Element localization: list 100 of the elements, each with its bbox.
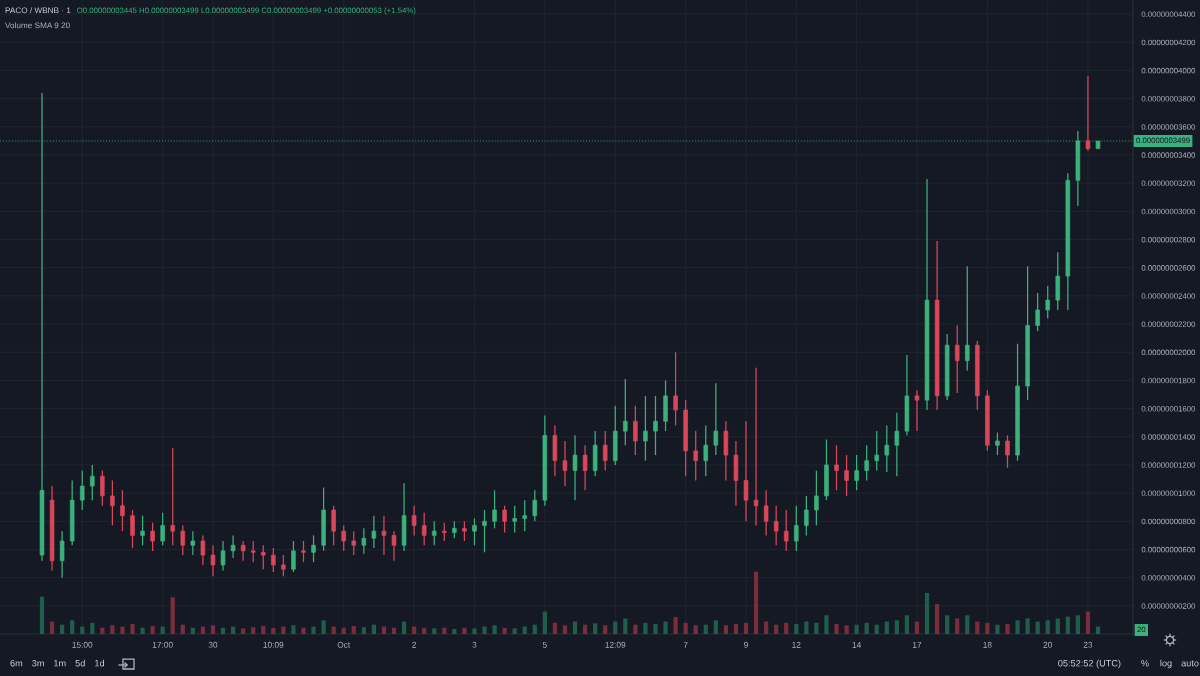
x-tick-label: 14	[852, 641, 862, 648]
bar	[492, 625, 497, 634]
bar	[1005, 624, 1010, 634]
bar	[733, 624, 739, 634]
candlestick	[220, 540, 226, 572]
text: 05:52:52 (UTC)	[1058, 659, 1121, 669]
candlestick	[431, 520, 437, 546]
bar	[633, 624, 638, 634]
candlestick	[250, 540, 256, 563]
candlestick	[331, 505, 336, 546]
candlestick	[673, 351, 678, 427]
bar	[532, 624, 537, 634]
candlestick	[954, 324, 960, 394]
candlestick	[482, 509, 487, 553]
candlestick	[783, 509, 789, 552]
bar	[743, 622, 749, 634]
bar	[753, 571, 759, 634]
bar	[764, 621, 769, 634]
bar	[271, 627, 276, 634]
candlestick	[874, 430, 879, 472]
bar	[422, 627, 427, 634]
candlestick	[713, 382, 719, 456]
bar	[572, 621, 578, 634]
bar	[220, 627, 226, 634]
candlestick	[79, 469, 85, 511]
candlestick	[381, 515, 387, 556]
candlestick	[532, 489, 538, 522]
candlestick	[502, 505, 507, 534]
candlestick	[693, 430, 698, 482]
bar	[814, 622, 819, 634]
candlestick	[582, 444, 588, 491]
candlestick	[814, 469, 819, 527]
candlestick	[371, 515, 377, 549]
candlestick	[804, 495, 809, 537]
candlestick	[773, 505, 779, 546]
candlestick	[140, 515, 145, 546]
candlestick	[59, 530, 65, 579]
bar	[965, 615, 970, 634]
bar	[60, 624, 65, 634]
bar	[934, 604, 940, 634]
bar	[1015, 620, 1020, 634]
bar	[894, 620, 899, 634]
bar	[391, 627, 397, 634]
bar	[210, 625, 216, 634]
candlestick	[190, 530, 196, 556]
x-tick-label: 5	[542, 641, 547, 648]
bar	[70, 620, 75, 634]
candlestick	[442, 522, 447, 542]
bar	[653, 624, 658, 634]
bar	[1085, 611, 1091, 634]
bar	[442, 627, 447, 634]
x-tick-label: 3	[472, 641, 477, 648]
x-tick-label: 7	[683, 641, 688, 648]
candlestick	[281, 554, 286, 577]
bar	[351, 625, 356, 634]
candlestick	[240, 540, 246, 562]
candlestick	[1035, 292, 1040, 332]
bar	[703, 624, 708, 634]
candlestick	[100, 469, 105, 507]
bar	[341, 627, 346, 634]
bar	[1065, 616, 1070, 634]
candlestick	[492, 489, 497, 529]
bar	[452, 629, 457, 634]
bar	[140, 627, 145, 634]
x-tick-label: 20	[1043, 641, 1053, 648]
candlestick	[602, 430, 608, 472]
bar	[311, 626, 316, 634]
bar	[874, 624, 879, 634]
candlestick	[291, 540, 296, 573]
text: PACO / WBNB · 1	[5, 7, 71, 14]
candlestick	[1045, 285, 1050, 320]
bar	[472, 628, 477, 634]
candlestick	[361, 527, 367, 555]
bar	[90, 622, 95, 634]
bar	[914, 621, 920, 634]
bar	[582, 624, 588, 634]
bar	[794, 624, 799, 634]
bar	[593, 623, 598, 634]
x-tick-label: 15:00	[72, 641, 93, 648]
x-tick-label: Oct	[337, 641, 351, 648]
candlestick	[1085, 75, 1091, 152]
candlestick	[914, 389, 920, 432]
candlestick	[743, 420, 749, 522]
bar	[512, 628, 517, 634]
bar	[995, 624, 1000, 634]
candlestick	[411, 505, 417, 537]
candlestick	[90, 464, 95, 501]
bar	[713, 620, 718, 634]
candlestick	[562, 440, 568, 487]
bar	[562, 625, 568, 634]
candlestick	[230, 534, 236, 559]
candlestick	[572, 434, 578, 501]
candlestick	[311, 534, 316, 563]
x-tick-label: 23	[1083, 641, 1093, 648]
bar	[854, 624, 859, 634]
bar	[502, 627, 507, 634]
bar	[552, 622, 558, 634]
candlestick	[180, 524, 186, 556]
bar	[120, 626, 125, 634]
candlestick	[522, 499, 527, 532]
